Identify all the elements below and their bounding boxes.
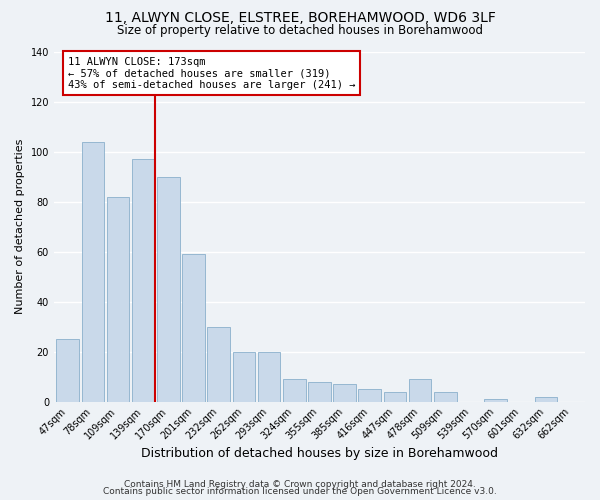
Text: Contains HM Land Registry data © Crown copyright and database right 2024.: Contains HM Land Registry data © Crown c… <box>124 480 476 489</box>
Text: Contains public sector information licensed under the Open Government Licence v3: Contains public sector information licen… <box>103 488 497 496</box>
Bar <box>308 382 331 402</box>
Bar <box>409 379 431 402</box>
Bar <box>484 399 507 402</box>
Y-axis label: Number of detached properties: Number of detached properties <box>15 139 25 314</box>
Bar <box>258 352 280 402</box>
Bar <box>358 389 381 402</box>
Text: Size of property relative to detached houses in Borehamwood: Size of property relative to detached ho… <box>117 24 483 37</box>
X-axis label: Distribution of detached houses by size in Borehamwood: Distribution of detached houses by size … <box>141 447 498 460</box>
Bar <box>434 392 457 402</box>
Bar <box>132 159 155 402</box>
Bar <box>56 339 79 402</box>
Bar <box>283 379 305 402</box>
Bar <box>535 396 557 402</box>
Text: 11, ALWYN CLOSE, ELSTREE, BOREHAMWOOD, WD6 3LF: 11, ALWYN CLOSE, ELSTREE, BOREHAMWOOD, W… <box>104 11 496 25</box>
Bar <box>182 254 205 402</box>
Bar <box>208 326 230 402</box>
Bar <box>334 384 356 402</box>
Bar <box>157 176 180 402</box>
Bar <box>82 142 104 402</box>
Bar <box>383 392 406 402</box>
Bar <box>107 196 130 402</box>
Bar <box>233 352 255 402</box>
Text: 11 ALWYN CLOSE: 173sqm
← 57% of detached houses are smaller (319)
43% of semi-de: 11 ALWYN CLOSE: 173sqm ← 57% of detached… <box>68 56 355 90</box>
